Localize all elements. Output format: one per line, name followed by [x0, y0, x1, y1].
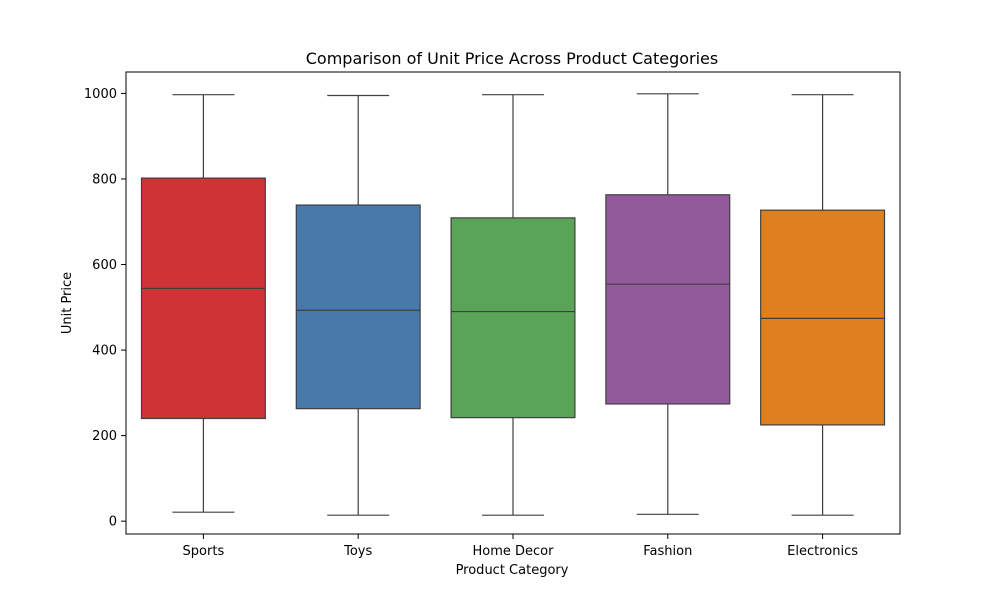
y-axis-label: Unit Price — [60, 272, 75, 334]
x-tick-label: Home Decor — [473, 544, 555, 559]
chart-title: Comparison of Unit Price Across Product … — [306, 49, 718, 68]
iqr-box — [450, 217, 576, 419]
x-tick-label: Sports — [183, 544, 225, 559]
y-tick-label: 800 — [92, 172, 117, 187]
y-tick-label: 0 — [109, 515, 117, 530]
y-tick-label: 400 — [92, 344, 117, 359]
box-toys — [295, 94, 421, 516]
iqr-box — [140, 177, 266, 420]
plot-frame — [125, 71, 901, 535]
x-tick-label: Toys — [343, 544, 372, 559]
y-tick-label: 200 — [92, 429, 117, 444]
x-tick-label: Electronics — [787, 544, 858, 559]
x-axis-label: Product Category — [456, 563, 569, 578]
plot-area: 0 200 400 600 800 1000 Sports Toys Home Decor Fas… — [84, 87, 886, 559]
iqr-box — [605, 194, 731, 405]
box-home-decor — [450, 94, 576, 516]
box-electronics — [760, 94, 886, 516]
iqr-box — [295, 204, 421, 410]
box-sports — [140, 94, 266, 513]
iqr-box — [760, 209, 886, 426]
x-tick-label: Fashion — [643, 544, 692, 559]
box-fashion — [605, 93, 731, 515]
y-tick-label: 600 — [92, 258, 117, 273]
y-tick-label: 1000 — [84, 87, 117, 102]
